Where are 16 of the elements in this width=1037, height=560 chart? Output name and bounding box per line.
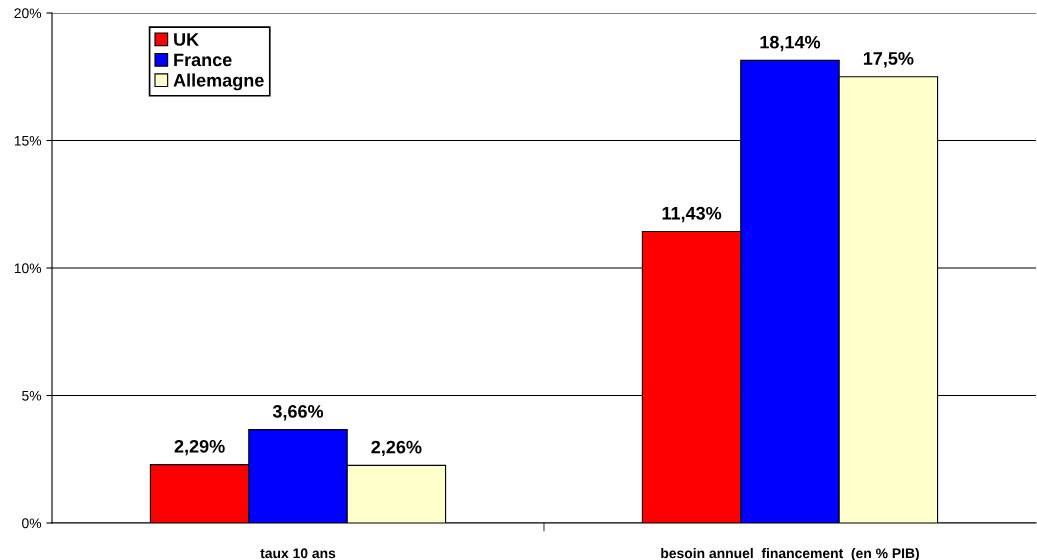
data-label: 2,26% — [371, 440, 422, 457]
data-label: 17,5% — [863, 52, 914, 68]
x-tick-label: taux 10 ans — [260, 548, 336, 559]
x-tick-label: besoin annuel financement (en % PIB) — [661, 548, 919, 560]
legend-label: France — [174, 53, 232, 67]
y-tick-label: 20% — [14, 8, 42, 19]
y-tick-label: 15% — [14, 135, 42, 146]
y-tick-label: 0% — [22, 518, 42, 529]
data-label: 18,14% — [760, 35, 821, 52]
legend-label: UK — [174, 33, 199, 46]
data-label: 2,29% — [174, 439, 225, 456]
y-tick-label: 5% — [22, 390, 42, 401]
y-tick-label: 10% — [14, 263, 42, 274]
data-label: 11,43% — [662, 206, 722, 223]
data-label: 3,66% — [272, 404, 324, 421]
legend-label: Allemagne — [173, 73, 264, 91]
